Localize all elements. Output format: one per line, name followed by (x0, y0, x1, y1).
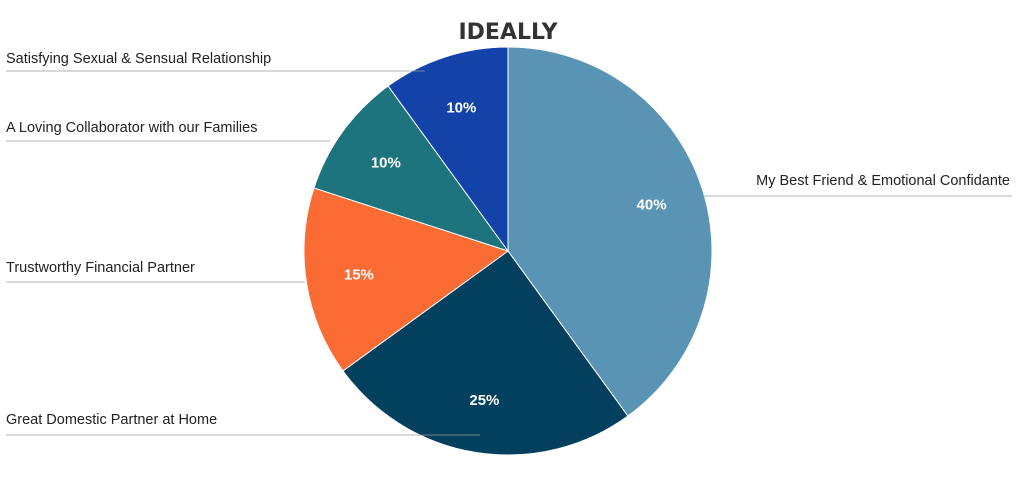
category-label: Satisfying Sexual & Sensual Relationship (6, 51, 271, 67)
pie-slice (313, 85, 510, 252)
leader-lines (6, 70, 1012, 436)
chart-title: IDEALLY (458, 20, 558, 45)
category-label: A Loving Collaborator with our Families (6, 120, 257, 136)
slice-value-label: 40% (637, 196, 667, 213)
pie-slice (507, 46, 713, 417)
pie-slice (387, 46, 509, 253)
slice-value-label: 10% (446, 99, 476, 116)
slice-value-labels: 40% 25% 15% 10% 10% (344, 99, 667, 409)
pie-slices (303, 46, 713, 456)
category-label: My Best Friend & Emotional Confidante (756, 173, 1010, 189)
pie-slice (303, 187, 510, 372)
slice-value-label: 10% (371, 154, 401, 171)
category-label: Great Domestic Partner at Home (6, 412, 217, 428)
slice-value-label: 15% (344, 267, 374, 284)
category-label: Trustworthy Financial Partner (6, 260, 195, 276)
slice-value-label: 25% (469, 392, 499, 409)
category-labels: My Best Friend & Emotional Confidante Gre… (6, 51, 1010, 428)
pie-slice (342, 250, 629, 456)
